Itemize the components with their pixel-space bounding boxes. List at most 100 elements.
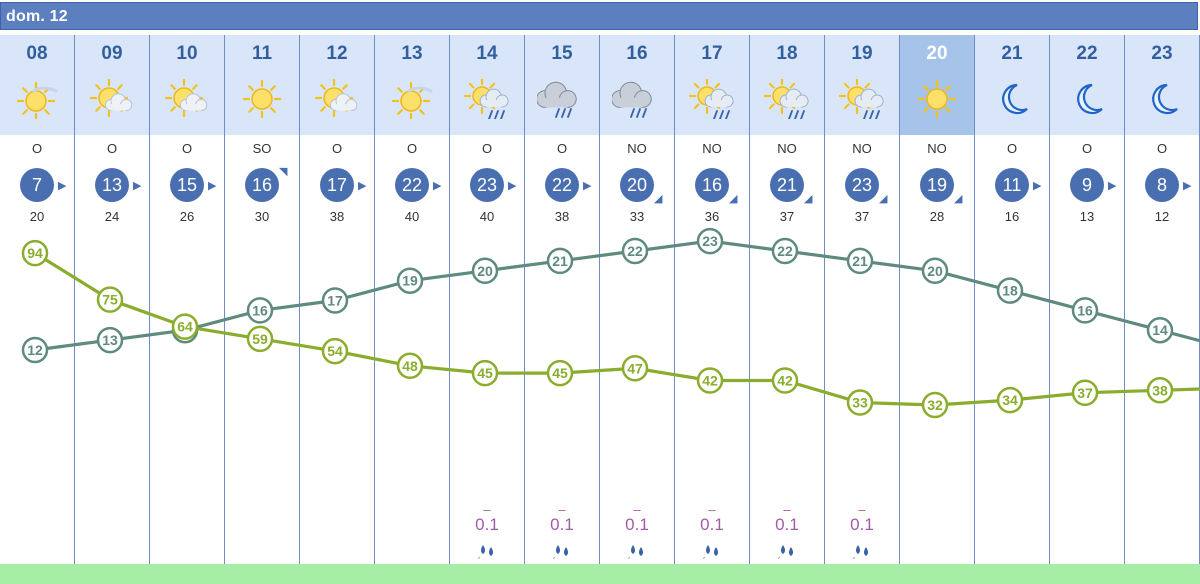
wind-gust: 40 <box>479 209 495 224</box>
hour-column: 13 O 22 ▶ 40 <box>375 35 450 584</box>
hour-label: 08 <box>26 43 48 64</box>
wind-speed-badge: 15 <box>170 168 204 202</box>
precipitation-dash: – <box>708 502 716 517</box>
sun-haze-icon <box>16 81 58 119</box>
moon-icon <box>1002 83 1028 115</box>
wind-gust: 13 <box>1079 209 1095 224</box>
moon-icon <box>1152 83 1178 115</box>
sun-cloud-rain-icon <box>838 79 884 119</box>
precipitation-dash: – <box>633 502 641 517</box>
wind-direction: O <box>1081 141 1093 156</box>
wind-arrow-icon: ▶ <box>583 180 592 192</box>
wind-speed-badge: 9 <box>1070 168 1104 202</box>
wind-direction: NO <box>777 141 797 156</box>
hour-column: 21 O 11 ▶ 16 <box>975 35 1050 584</box>
wind-gust: 28 <box>929 209 945 224</box>
rain-drops-icon <box>853 545 868 559</box>
wind-arrow-icon: ▶ <box>1033 180 1042 192</box>
wind-gust: 26 <box>179 209 195 224</box>
hour-header: 16 <box>600 35 674 135</box>
hour-label: 19 <box>851 43 873 64</box>
wind-arrow-icon: ◢ <box>804 193 813 205</box>
hour-column: 17 NO 16 ◢ 36 –0.1 <box>675 35 750 584</box>
wind-arrow-icon: ▶ <box>508 180 517 192</box>
hour-label: 20 <box>926 43 948 64</box>
wind-speed-badge: 22 <box>395 168 429 202</box>
precipitation-dash: – <box>483 502 491 517</box>
hour-column: 08 O 7 ▶ 20 <box>0 35 75 584</box>
moon-icon <box>1077 83 1103 115</box>
precipitation: –0.1 <box>525 502 599 565</box>
hour-column: 11 SO 16 ◥ 30 <box>225 35 300 584</box>
wind-arrow-icon: ▶ <box>433 180 442 192</box>
wind-gust: 37 <box>779 209 795 224</box>
wind-gust: 38 <box>554 209 570 224</box>
hour-column: 14 O 23 ▶ 40 –0.1 <box>450 35 525 584</box>
hour-label: 13 <box>401 43 423 64</box>
wind-gust: 36 <box>704 209 720 224</box>
hour-header: 20 <box>900 35 974 135</box>
rain-drops-icon <box>553 545 568 559</box>
hour-header: 21 <box>975 35 1049 135</box>
hour-header: 22 <box>1050 35 1124 135</box>
hourly-forecast-grid: 08 O 7 ▶ 20 09 O 13 ▶ 24 10 O 15 ▶ 26 11 SO 16 ◥ 30 12 O 17 ▶ 38… <box>0 35 1200 584</box>
precipitation-dash: – <box>783 502 791 517</box>
wind-speed-badge: 11 <box>995 168 1029 202</box>
wind-arrow-icon: ▶ <box>358 180 367 192</box>
hour-label: 16 <box>626 43 648 64</box>
hour-label: 22 <box>1076 43 1098 64</box>
hour-label: 11 <box>251 43 273 64</box>
wind-gust: 30 <box>254 209 270 224</box>
wind-direction: NO <box>852 141 872 156</box>
hour-column: 15 O 22 ▶ 38 –0.1 <box>525 35 600 584</box>
precipitation-amount: 0.1 <box>550 515 574 534</box>
rain-drops-icon <box>478 545 493 559</box>
precipitation: –0.1 <box>750 502 824 565</box>
wind-arrow-icon: ◢ <box>729 193 738 205</box>
wind-gust: 37 <box>854 209 870 224</box>
sun-cloud-icon <box>164 79 208 118</box>
wind-gust: 40 <box>404 209 420 224</box>
precipitation-amount: 0.1 <box>625 515 649 534</box>
cloud-rain-icon <box>537 81 577 118</box>
hour-header: 18 <box>750 35 824 135</box>
hour-column: 22 O 9 ▶ 13 <box>1050 35 1125 584</box>
hour-column: 09 O 13 ▶ 24 <box>75 35 150 584</box>
precipitation-amount: 0.1 <box>700 515 724 534</box>
sun-cloud-rain-icon <box>688 79 734 119</box>
sun-icon <box>917 79 957 119</box>
wind-direction: SO <box>252 141 272 156</box>
wind-gust: 24 <box>104 209 120 224</box>
wind-direction: O <box>181 141 193 156</box>
wind-direction: O <box>31 141 43 156</box>
day-header: dom. 12 <box>0 0 1200 34</box>
hour-header: 14 <box>450 35 524 135</box>
precipitation: –0.1 <box>825 502 899 565</box>
hour-column: 12 O 17 ▶ 38 <box>300 35 375 584</box>
wind-speed-badge: 16 <box>695 168 729 202</box>
wind-direction: NO <box>702 141 722 156</box>
wind-direction: NO <box>627 141 647 156</box>
sun-cloud-rain-icon <box>463 79 509 119</box>
hour-header: 09 <box>75 35 149 135</box>
precipitation: –0.1 <box>600 502 674 565</box>
wind-direction: O <box>331 141 343 156</box>
wind-speed-badge: 13 <box>95 168 129 202</box>
sun-icon <box>242 79 282 119</box>
hour-column: 20 NO 19 ◢ 28 <box>900 35 975 584</box>
hour-column: 18 NO 21 ◢ 37 –0.1 <box>750 35 825 584</box>
precipitation-dash: – <box>558 502 566 517</box>
wind-arrow-icon: ▶ <box>208 180 217 192</box>
hour-header: 10 <box>150 35 224 135</box>
cloud-rain-icon <box>612 81 652 118</box>
precipitation-amount: 0.1 <box>850 515 874 534</box>
precipitation: –0.1 <box>675 502 749 565</box>
wind-direction: O <box>1156 141 1168 156</box>
sun-cloud-rain-icon <box>763 79 809 119</box>
sun-cloud-icon <box>314 79 358 118</box>
hour-label: 23 <box>1151 43 1173 64</box>
precipitation-dash: – <box>858 502 866 517</box>
hour-label: 21 <box>1001 43 1023 64</box>
sun-haze-icon <box>391 81 433 119</box>
hour-header: 19 <box>825 35 899 135</box>
